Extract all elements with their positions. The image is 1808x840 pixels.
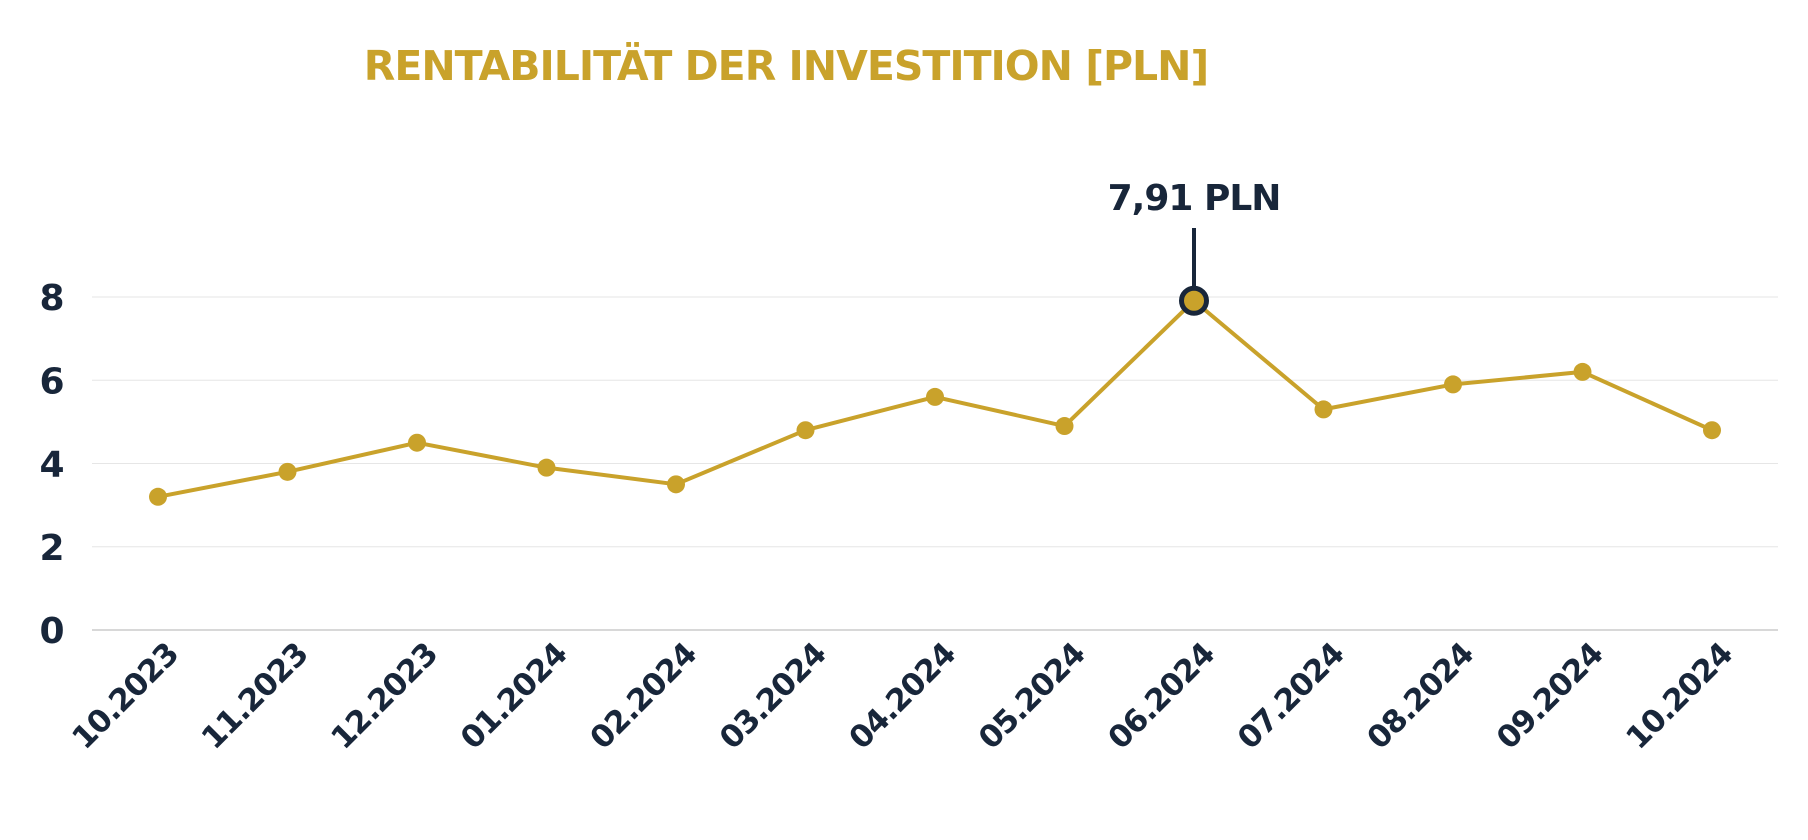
data-point [1444, 375, 1462, 394]
x-tick-label: 05.2024 [972, 636, 1093, 757]
y-tick-label: 4 [39, 445, 64, 486]
x-tick-label: 07.2024 [1231, 636, 1352, 757]
chart-title: RENTABILITÄT DER INVESTITION [PLN] [363, 42, 1209, 90]
x-tick-label: 03.2024 [713, 636, 834, 757]
y-tick-label: 0 [39, 611, 64, 652]
x-tick-label: 01.2024 [454, 636, 575, 757]
x-tick-label: 10.2024 [1619, 636, 1740, 757]
x-axis-ticks: 10.2023 11.2023 12.2023 01.2024 02.2024 03.20… [65, 636, 1740, 757]
x-tick-label: 09.2024 [1490, 636, 1611, 757]
y-tick-label: 8 [39, 278, 64, 319]
data-point [278, 462, 297, 481]
data-point [796, 421, 815, 440]
x-tick-label: 10.2023 [65, 636, 185, 756]
x-tick-label: 11.2023 [195, 636, 315, 756]
series-layer [149, 298, 1721, 506]
x-tick-label: 08.2024 [1360, 636, 1481, 757]
data-point [1055, 417, 1074, 436]
data-point [1314, 400, 1333, 419]
y-tick-label: 2 [39, 528, 64, 569]
annotation-label: 7,91 PLN [1108, 178, 1281, 219]
data-point [537, 458, 556, 477]
data-point [1703, 421, 1721, 440]
data-point [1573, 362, 1592, 381]
peak-annotation: 7,91 PLN [1108, 178, 1281, 316]
data-point [926, 387, 944, 406]
highlighted-data-point [1179, 285, 1209, 316]
y-axis-ticks: 0 2 4 6 8 [39, 278, 64, 652]
x-tick-label: 06.2024 [1101, 636, 1222, 757]
x-tick-label: 04.2024 [842, 636, 963, 757]
data-point [149, 487, 167, 506]
x-tick-label: 02.2024 [583, 636, 704, 757]
data-point [408, 433, 426, 452]
y-tick-label: 6 [39, 361, 64, 402]
gridlines [92, 296, 1778, 631]
x-tick-label: 12.2023 [324, 636, 444, 756]
data-point [667, 475, 685, 494]
